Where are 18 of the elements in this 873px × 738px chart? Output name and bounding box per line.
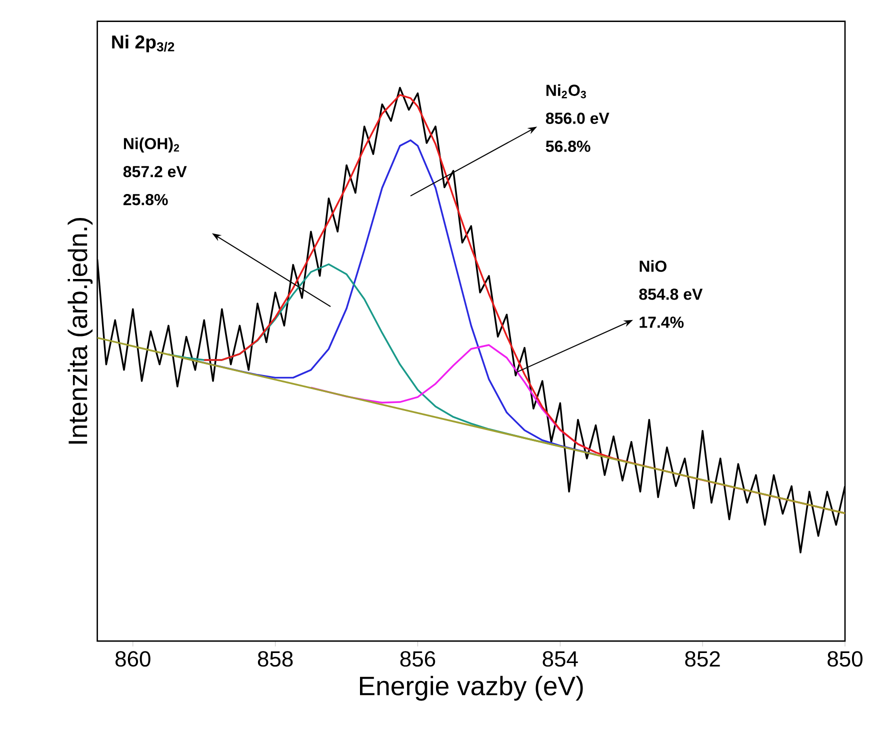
x-tick-label: 860 [116,650,150,666]
y-axis-title: Intenzita (arb.jedn.) [68,218,93,444]
annotation: 25.8% [123,194,168,206]
x-tick-label: 856 [400,650,436,666]
annotation: Ni(OH)$_{2}$ [124,137,180,152]
x-tick-label: 850 [828,650,862,666]
annotation: 857.2 eV [123,166,187,178]
x-tick-label: 852 [685,650,720,666]
annotation: 854.8 eV [639,288,703,300]
annotation: 17.4% [640,316,684,328]
annotation: Ni$_{2}$O$_{3}$ [546,84,586,98]
x-tick-label: 854 [542,650,578,666]
x-axis-title: Energie vazby (eV) [360,676,583,701]
annotation: 856.0 eV [546,112,610,124]
text: Ni 2p$_{3/2}$ [112,34,174,52]
annotation: 56.8% [546,140,590,152]
x-tick-label: 858 [258,650,293,666]
annotation: NiO [640,260,666,272]
